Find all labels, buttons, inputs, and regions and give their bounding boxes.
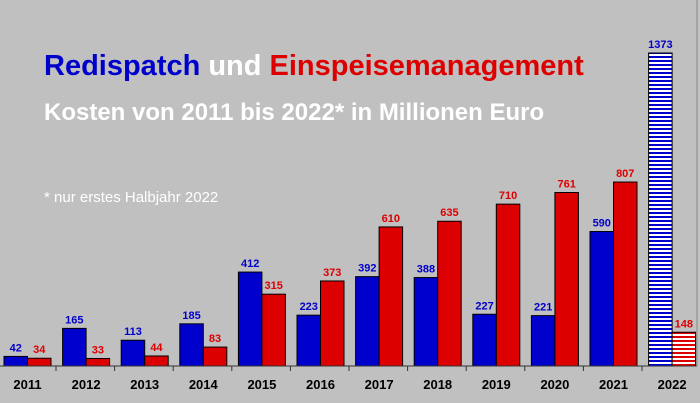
x-tick-label-2018: 2018 xyxy=(423,377,452,392)
data-label-redispatch-2020: 221 xyxy=(534,302,552,314)
bar-einspeisemanagement-2022 xyxy=(671,331,697,367)
data-label-redispatch-2013: 113 xyxy=(124,326,142,338)
bar-einspeisemanagement-2016 xyxy=(320,280,345,367)
data-label-einspeisemanagement-2015: 315 xyxy=(264,280,282,292)
bar-einspeisemanagement-2013 xyxy=(144,355,169,367)
data-label-einspeisemanagement-2019: 710 xyxy=(499,190,517,202)
data-label-einspeisemanagement-2013: 44 xyxy=(150,342,163,354)
x-tick-label-2013: 2013 xyxy=(130,377,159,392)
title-redispatch: Redispatch xyxy=(44,50,200,82)
data-label-einspeisemanagement-2011: 34 xyxy=(33,344,46,356)
data-label-redispatch-2014: 185 xyxy=(182,310,200,322)
x-tick-label-2021: 2021 xyxy=(599,377,628,392)
data-label-redispatch-2016: 223 xyxy=(300,301,318,313)
bar-redispatch-2018 xyxy=(413,277,439,367)
chart-footnote: * nur erstes Halbjahr 2022 xyxy=(44,189,218,206)
x-tick-label-2022: 2022 xyxy=(658,377,687,392)
bar-redispatch-2017 xyxy=(355,276,380,367)
title-und: und xyxy=(208,50,261,82)
data-label-einspeisemanagement-2022: 148 xyxy=(675,318,693,330)
x-tick-label-2017: 2017 xyxy=(365,377,394,392)
data-label-einspeisemanagement-2018: 635 xyxy=(440,207,458,219)
data-label-einspeisemanagement-2020: 761 xyxy=(557,179,575,191)
bar-einspeisemanagement-2020 xyxy=(554,192,579,367)
x-tick-label-2019: 2019 xyxy=(482,377,511,392)
bar-redispatch-2016 xyxy=(296,314,321,367)
bar-einspeisemanagement-2019 xyxy=(495,203,521,367)
data-label-redispatch-2011: 42 xyxy=(10,342,22,354)
x-tick-label-2016: 2016 xyxy=(306,377,335,392)
bar-redispatch-2013 xyxy=(120,339,146,367)
bar-einspeisemanagement-2015 xyxy=(261,293,286,367)
bar-redispatch-2019 xyxy=(472,313,497,367)
data-label-einspeisemanagement-2014: 83 xyxy=(209,333,221,345)
data-label-redispatch-2017: 392 xyxy=(358,263,376,275)
x-tick-label-2011: 2011 xyxy=(13,377,41,392)
bar-redispatch-2022 xyxy=(648,52,673,367)
bar-einspeisemanagement-2014 xyxy=(202,346,228,367)
x-tick-label-2012: 2012 xyxy=(72,377,101,392)
title-einspeisemanagement: Einspeisemanagement xyxy=(269,50,584,82)
data-label-redispatch-2022: 1373 xyxy=(648,39,672,51)
data-label-einspeisemanagement-2017: 610 xyxy=(382,213,400,225)
bar-redispatch-2011 xyxy=(3,355,28,367)
bar-redispatch-2014 xyxy=(179,323,204,367)
bar-redispatch-2021 xyxy=(589,230,614,367)
bar-einspeisemanagement-2021 xyxy=(613,181,638,367)
bar-einspeisemanagement-2018 xyxy=(437,220,462,367)
data-label-redispatch-2015: 412 xyxy=(241,258,259,270)
data-label-redispatch-2012: 165 xyxy=(65,314,83,326)
chart-title: Redispatch und Einspeisemanagement xyxy=(44,50,584,82)
data-label-einspeisemanagement-2016: 373 xyxy=(323,267,341,279)
data-label-einspeisemanagement-2012: 33 xyxy=(92,344,104,356)
x-tick-label-2015: 2015 xyxy=(247,377,276,392)
bar-redispatch-2020 xyxy=(530,315,556,367)
bar-einspeisemanagement-2012 xyxy=(85,357,111,367)
data-label-redispatch-2019: 227 xyxy=(475,300,493,312)
chart-subtitle: Kosten von 2011 bis 2022* in Millionen E… xyxy=(44,99,544,126)
bar-einspeisemanagement-2017 xyxy=(378,226,404,367)
bar-redispatch-2012 xyxy=(62,327,87,367)
data-label-redispatch-2021: 590 xyxy=(593,217,611,229)
x-tick-label-2014: 2014 xyxy=(189,377,219,392)
data-label-redispatch-2018: 388 xyxy=(417,264,435,276)
bar-einspeisemanagement-2011 xyxy=(27,357,52,367)
bar-redispatch-2015 xyxy=(237,271,263,367)
x-tick-label-2020: 2020 xyxy=(540,377,569,392)
data-label-einspeisemanagement-2021: 807 xyxy=(616,168,634,180)
